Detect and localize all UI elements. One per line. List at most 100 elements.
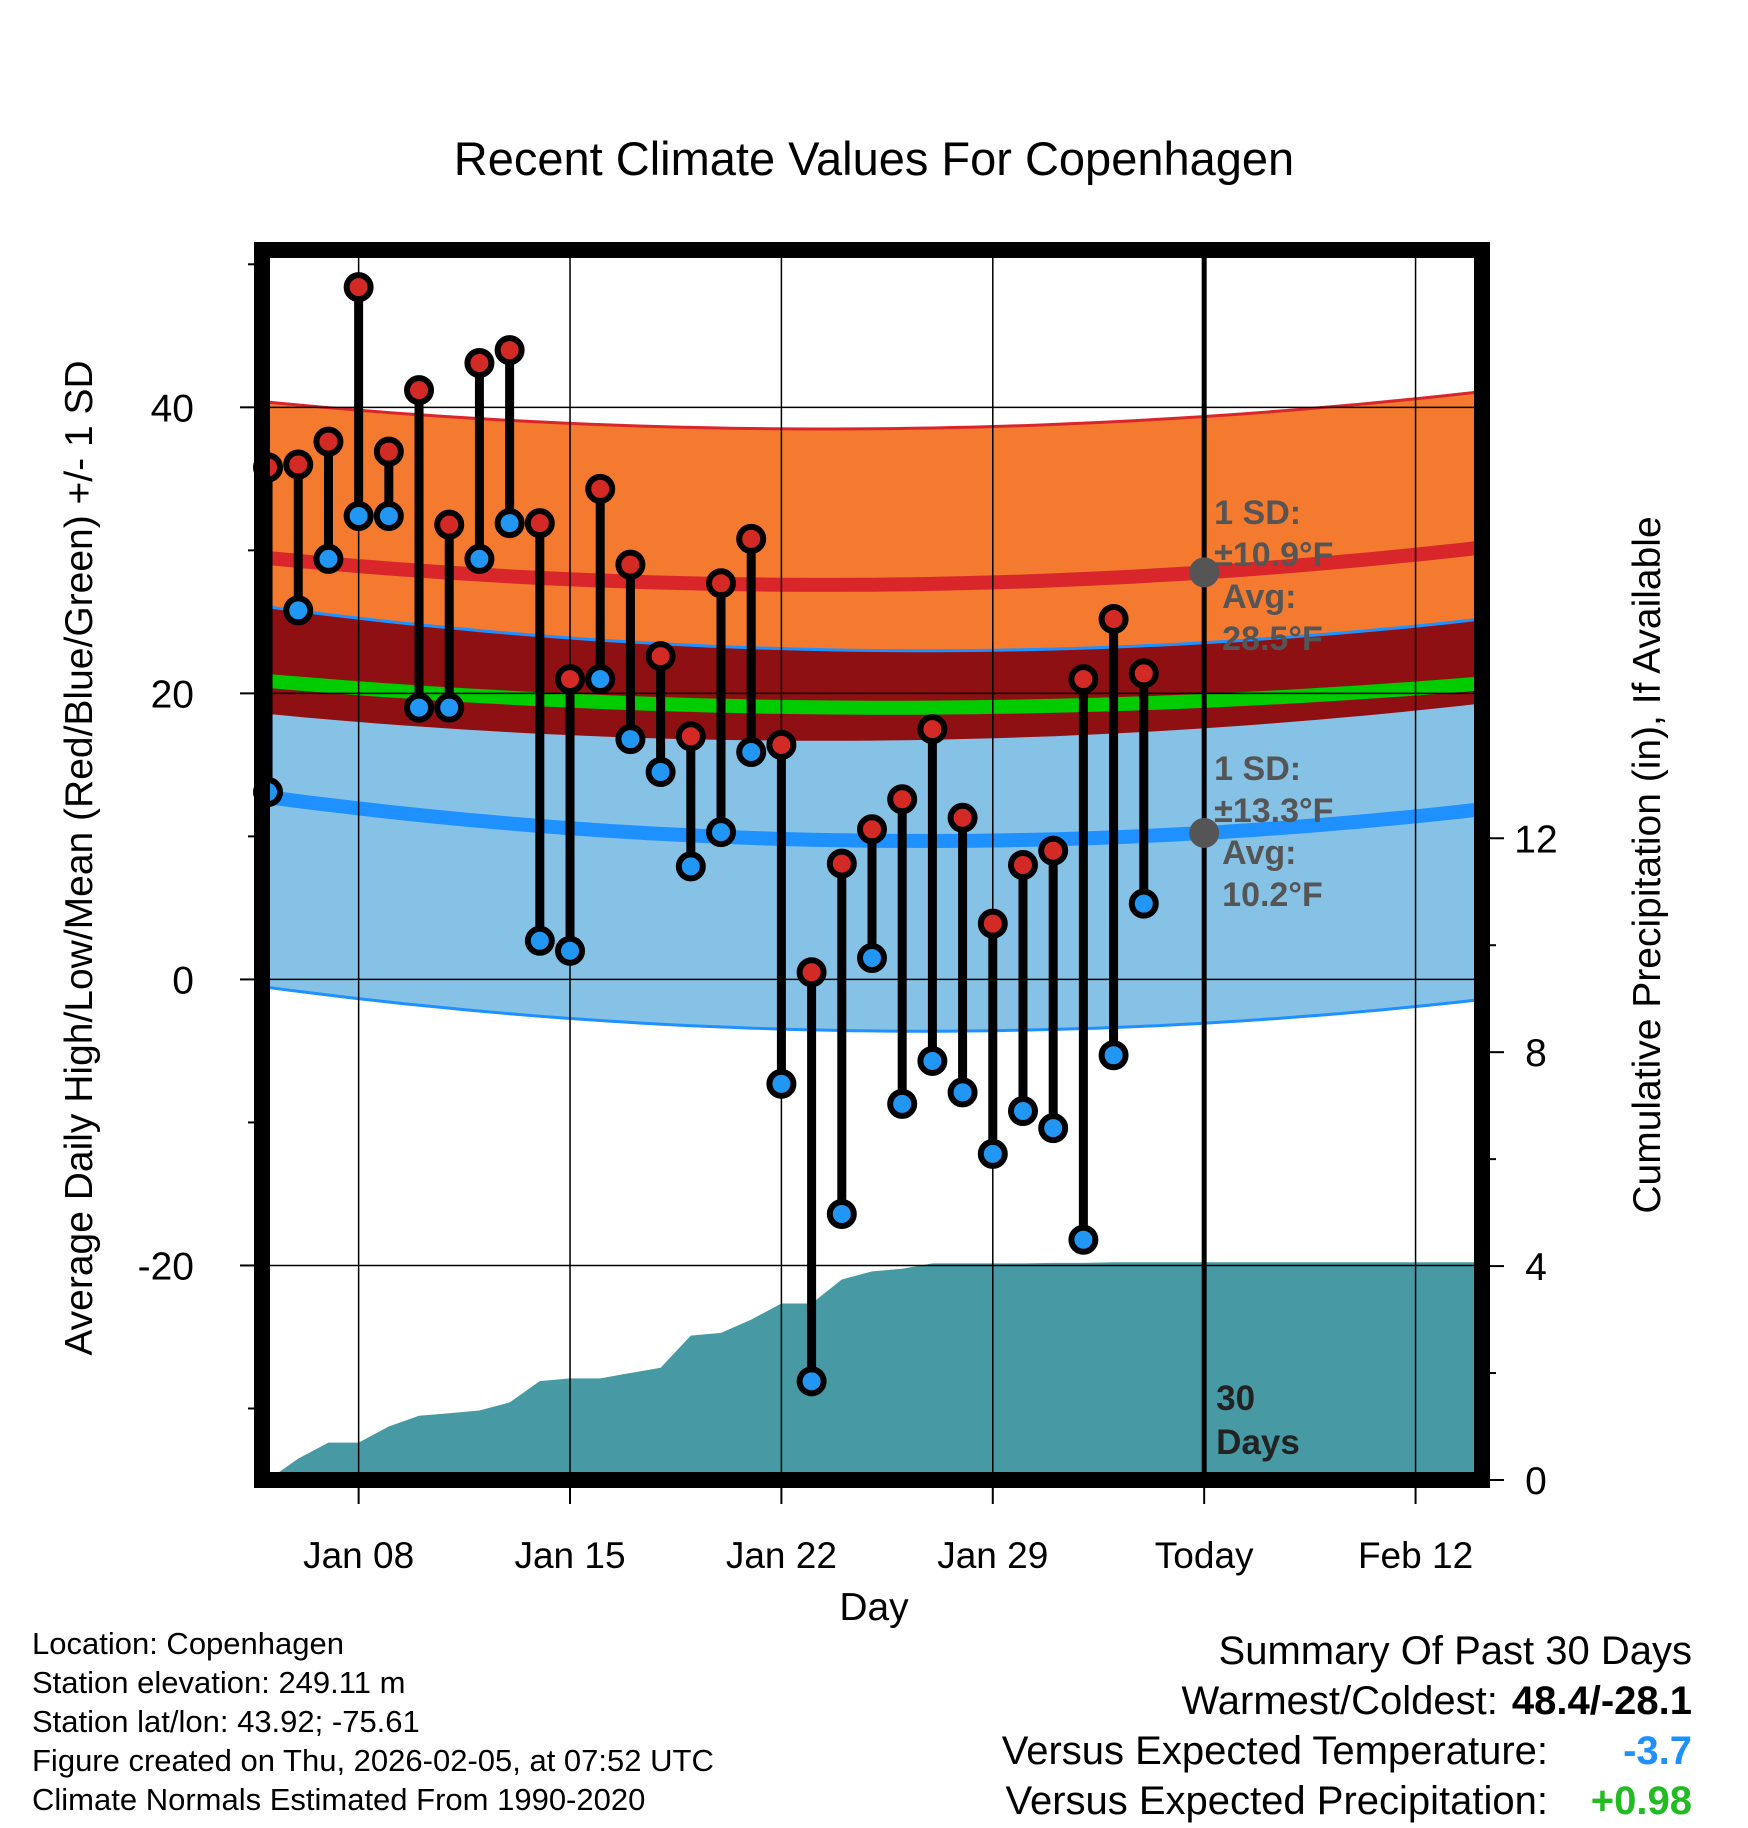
- high-temp-point: [1098, 604, 1129, 634]
- high-temp-point: [826, 848, 857, 879]
- low-temp-point: [464, 543, 495, 574]
- high-temp-point: [283, 449, 314, 480]
- low-temp-point: [555, 935, 586, 966]
- y-tick-label: 20: [151, 673, 194, 716]
- low-temp-point: [373, 501, 404, 532]
- low-temp-point: [796, 1366, 827, 1397]
- high-temp-point: [1038, 835, 1069, 866]
- elevation-text: Station elevation: 249.11 m: [32, 1665, 406, 1700]
- low-annotation-line: Avg:: [1222, 834, 1296, 872]
- normal-mean-line: [262, 673, 1482, 715]
- high-temp-point: [947, 802, 978, 833]
- high-temp-point: [1128, 658, 1159, 689]
- high-temp-point: [1068, 664, 1099, 695]
- low-temp-point: [1007, 1096, 1038, 1126]
- low-temp-point: [706, 817, 737, 848]
- low-temp-point: [917, 1045, 948, 1076]
- low-temp-point: [343, 501, 374, 532]
- high-temp-point: [706, 568, 737, 599]
- high-temp-point: [434, 509, 465, 540]
- precip-label: Versus Expected Precipitation:: [1005, 1779, 1548, 1823]
- high-temp-point: [555, 664, 586, 695]
- low-temp-point: [675, 851, 706, 882]
- low-annotation-dot: [1189, 817, 1220, 848]
- high-temp-point: [404, 375, 435, 406]
- low-temp-point: [524, 925, 555, 956]
- location-text: Location: Copenhagen: [32, 1626, 344, 1661]
- high-annotation-line: 1 SD:: [1214, 494, 1301, 532]
- low-temp-point: [887, 1088, 918, 1119]
- low-temp-point: [1038, 1113, 1069, 1144]
- high-temp-point: [313, 426, 344, 457]
- high-temp-point: [464, 347, 495, 378]
- high-temp-point: [645, 641, 676, 672]
- y2-tick-label: 12: [1514, 818, 1557, 861]
- low-annotation-line: 10.2°F: [1222, 876, 1323, 914]
- high-annotation-line: Avg:: [1222, 578, 1296, 616]
- summary-title: Summary Of Past 30 Days: [1218, 1629, 1692, 1673]
- low-temp-point: [977, 1138, 1008, 1169]
- high-temp-point: [373, 436, 404, 467]
- normal-high-line: [262, 540, 1482, 592]
- low-temp-point: [585, 664, 616, 695]
- window-label-count: 30: [1216, 1379, 1255, 1418]
- low-temp-point: [1128, 888, 1159, 919]
- warm-cold-value: 48.4/-28.1: [1511, 1679, 1692, 1723]
- x-tick-label: Feb 12: [1358, 1535, 1473, 1576]
- summary-precip: Versus Expected Precipitation: +0.98: [1002, 1776, 1692, 1826]
- high-temp-point: [615, 549, 646, 580]
- x-tick-label: Jan 08: [303, 1535, 414, 1576]
- summary-temp: Versus Expected Temperature: -3.7: [1002, 1726, 1692, 1776]
- high-temp-point: [917, 714, 948, 745]
- y2-tick-label: 4: [1525, 1246, 1547, 1289]
- y2-axis-label: Cumulative Precipitation (in), If Availa…: [1626, 516, 1669, 1213]
- summary-warm-cold: Warmest/Coldest: 48.4/-28.1: [1002, 1676, 1692, 1726]
- high-temp-point: [736, 523, 767, 554]
- high-annotation-line: 28.5°F: [1222, 620, 1323, 658]
- high-temp-point: [343, 272, 374, 303]
- low-temp-point: [947, 1077, 978, 1108]
- high-temp-point: [524, 508, 555, 539]
- low-temp-point: [766, 1068, 797, 1099]
- low-annotation-line: 1 SD:: [1214, 750, 1301, 788]
- y-tick-label: 40: [151, 387, 194, 430]
- station-info: Location: Copenhagen Station elevation: …: [32, 1624, 714, 1819]
- low-temp-point: [615, 724, 646, 755]
- high-temp-point: [1007, 850, 1038, 880]
- low-temp-point: [1098, 1040, 1129, 1071]
- x-tick-label: Jan 22: [726, 1535, 837, 1576]
- low-temp-point: [434, 692, 465, 723]
- high-temp-point: [585, 473, 616, 504]
- low-temp-point: [857, 942, 887, 973]
- low-temp-point: [826, 1198, 857, 1229]
- high-annotation-dot: [1189, 557, 1220, 588]
- low-temp-point: [1068, 1224, 1099, 1255]
- high-temp-point: [675, 721, 706, 752]
- high-temp-point: [494, 335, 525, 366]
- high-temp-point: [977, 908, 1008, 939]
- low-annotation-line: ±13.3°F: [1214, 792, 1333, 830]
- created-text: Figure created on Thu, 2026-02-05, at 07…: [32, 1743, 714, 1778]
- high-temp-point: [857, 814, 887, 845]
- low-temp-point: [313, 543, 344, 574]
- chart-title: Recent Climate Values For Copenhagen: [454, 132, 1294, 185]
- temp-value: -3.7: [1623, 1729, 1692, 1773]
- window-label-days: Days: [1216, 1423, 1300, 1462]
- y-tick-label: 0: [172, 959, 194, 1002]
- temp-label: Versus Expected Temperature:: [1001, 1729, 1548, 1773]
- summary-panel: Summary Of Past 30 Days Warmest/Coldest:…: [1002, 1626, 1692, 1826]
- x-axis-label: Day: [839, 1586, 909, 1629]
- high-temp-point: [796, 957, 827, 988]
- low-temp-point: [283, 595, 314, 626]
- y2-tick-label: 0: [1525, 1460, 1547, 1503]
- low-temp-point: [494, 508, 525, 539]
- warm-cold-label: Warmest/Coldest:: [1181, 1679, 1498, 1723]
- normals-text: Climate Normals Estimated From 1990-2020: [32, 1782, 646, 1817]
- latlon-text: Station lat/lon: 43.92; -75.61: [32, 1704, 420, 1739]
- plot-area: 30 Days 1 SD: ±10.9°F Avg: 28.5°F 1 SD: ±13.3°…: [253, 250, 1482, 1480]
- x-tick-label: Jan 15: [514, 1535, 625, 1576]
- y-axis-label: Average Daily High/Low/Mean (Red/Blue/Gr…: [58, 360, 101, 1355]
- high-upper-edge: [262, 390, 1482, 431]
- plot-frame: [254, 242, 1490, 1488]
